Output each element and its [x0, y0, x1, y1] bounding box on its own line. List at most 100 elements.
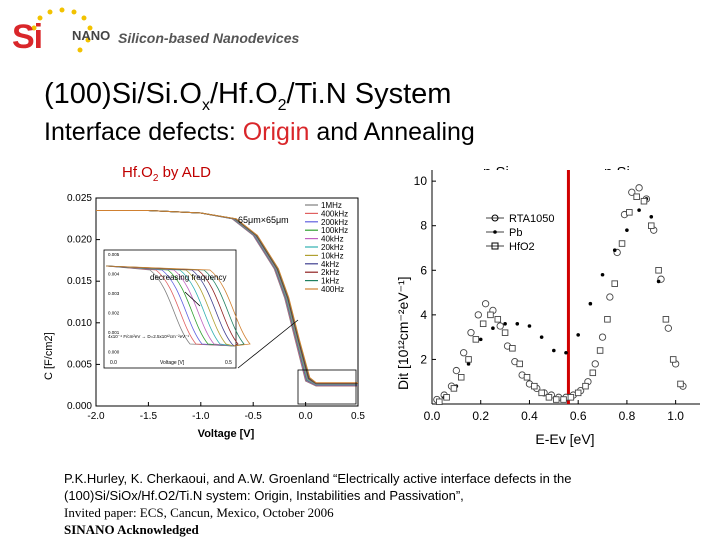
dit-point-Pb-8	[539, 335, 544, 339]
logo-brand-si: Si	[12, 18, 43, 56]
slide-subtitle: Interface defects: Origin and Annealing	[44, 118, 475, 146]
dit-point-Pb-16	[637, 208, 641, 212]
dit-point-RTA1050-23	[598, 333, 607, 341]
dit-x-tick-5: 1.0	[667, 409, 684, 423]
dit-y-tick-1: 4	[420, 308, 427, 322]
dit-point-HfO2-13	[531, 382, 538, 390]
cv-y-tick-3: 0.015	[67, 276, 92, 287]
cv-y-axis-label: C [F/cm2]	[43, 332, 55, 380]
dit-point-Pb-2	[466, 362, 471, 366]
dit-point-HfO2-2	[450, 385, 458, 392]
dit-point-Pb-4	[491, 326, 495, 331]
dit-point-HfO2-14	[538, 389, 545, 397]
cv-y-tick-1: 0.005	[67, 359, 92, 370]
dit-point-Pb-10	[564, 350, 568, 355]
inset-annotation: decreasing frequency	[150, 273, 227, 282]
inset-y-tick-2: 0.003	[108, 291, 120, 296]
dit-point-Pb-14	[612, 248, 617, 253]
dit-point-RTA1050-9	[496, 322, 504, 330]
dit-y-tick-2: 6	[420, 263, 427, 277]
dit-point-HfO2-8	[494, 316, 502, 323]
dit-x-tick-3: 0.6	[570, 409, 587, 423]
dit-x-tick-1: 0.2	[472, 409, 489, 423]
dit-point-HfO2-16	[553, 396, 560, 403]
cv-legend-10kHz: 10kHz	[321, 251, 344, 260]
dit-point-Pb-13	[600, 272, 605, 277]
cv-y-tick-2: 0.010	[67, 318, 92, 329]
dit-legend-Pb: Pb	[509, 227, 522, 239]
dit-point-RTA1050-32	[664, 324, 672, 332]
dit-point-RTA1050-22	[591, 360, 599, 368]
dit-point-HfO2-21	[589, 369, 597, 377]
dit-point-RTA1050-27	[628, 188, 636, 196]
cv-y-tick-5: 0.025	[67, 193, 92, 204]
logo-tagline: Silicon-based Nanodevices	[118, 30, 300, 46]
cv-curve-400Hz	[96, 210, 358, 384]
inset-x-tick-0: 0.0	[110, 360, 117, 366]
inset-x-axis-label: Voltage [V]	[160, 360, 185, 366]
dit-point-HfO2-11	[516, 360, 523, 368]
acknowledgement: SINANO Acknowledged	[64, 522, 199, 537]
dit-point-HfO2-6	[479, 320, 487, 328]
dit-plot-frame	[432, 170, 700, 404]
dit-point-HfO2-17	[560, 396, 567, 403]
dit-point-RTA1050-28	[635, 184, 643, 192]
dit-point-HfO2-24	[611, 280, 618, 287]
cv-legend-200kHz: 200kHz	[321, 218, 348, 227]
dit-y-tick-0: 2	[420, 352, 427, 366]
cv-legend-4kHz: 4kHz	[321, 260, 339, 269]
dit-point-Pb-18	[649, 215, 654, 219]
cv-y-tick-0: 0.000	[67, 401, 92, 412]
cv-device-size: 65μm×65μm	[238, 215, 289, 225]
dit-point-Pb-7	[527, 324, 532, 328]
dit-point-RTA1050-24	[606, 293, 614, 301]
dit-y-axis-label: Dit [10¹²cm⁻²eV⁻¹]	[395, 276, 411, 390]
inset-arrow-icon	[184, 291, 201, 307]
logo-stars-icon	[31, 7, 93, 53]
dit-y-tick-4: 10	[414, 174, 428, 188]
citation-line-3: Invited paper: ECS, Cancun, Mexico, Octo…	[64, 505, 334, 520]
cv-x-tick-0: -2.0	[87, 411, 105, 422]
cv-legend-400kHz: 400kHz	[321, 209, 348, 218]
cv-x-tick-5: 0.5	[351, 411, 365, 422]
dit-point-HfO2-7	[487, 311, 494, 319]
dit-point-HfO2-1	[443, 394, 450, 401]
logo-brand-nano: NANO	[72, 28, 111, 43]
inset-y-tick-4: 0.001	[108, 330, 120, 335]
dit-point-HfO2-4	[465, 356, 472, 363]
hfo2-ald-label: Hf.O2 by ALD	[122, 164, 211, 184]
inset-y-tick-5: 0.000	[108, 350, 120, 355]
dit-legend-HfO2: HfO2	[509, 241, 535, 253]
dit-x-axis-label: E-Ev [eV]	[535, 431, 594, 447]
logo: Si NANO Silicon-based Nanodevices	[0, 0, 300, 70]
cv-x-axis-label: Voltage [V]	[198, 428, 255, 440]
dit-point-Pb-11	[576, 333, 580, 337]
dit-point-HfO2-5	[472, 336, 480, 343]
dit-point-Pb-6	[515, 321, 520, 326]
inset-x-tick-1: 0.5	[225, 360, 232, 366]
dit-point-HfO2-0	[436, 398, 443, 406]
dit-point-RTA1050-4	[460, 349, 468, 357]
cv-inset: 0.005 0.004 0.003 0.002 0.001 0.000 0.0 0.5 V…	[103, 249, 251, 369]
inset-y-tick-0: 0.005	[108, 252, 120, 257]
cv-y-tick-4: 0.020	[67, 235, 92, 246]
dit-point-HfO2-29	[648, 222, 655, 229]
citation-line-2: (100)Si/SiOx/Hf.O2/Ti.N system: Origin, …	[64, 488, 464, 503]
dit-point-HfO2-20	[582, 382, 589, 390]
dit-point-HfO2-32	[669, 356, 677, 363]
dit-point-Pb-19	[656, 279, 661, 284]
cv-chart: 0.000 0.005 0.010 0.015 0.020 0.025 -2.0 -1.5 -…	[43, 193, 365, 440]
dit-point-HfO2-23	[604, 316, 611, 323]
dit-point-HfO2-30	[655, 267, 662, 274]
citation-line-1: P.K.Hurley, K. Cherkaoui, and A.W. Groen…	[64, 471, 572, 486]
dit-point-HfO2-12	[523, 374, 531, 381]
dit-x-tick-0: 0.0	[424, 409, 441, 423]
cv-x-tick-1: -1.5	[140, 411, 158, 422]
inset-pointer-line	[237, 319, 299, 369]
dit-point-HfO2-10	[509, 345, 516, 352]
dit-x-tick-2: 0.4	[521, 409, 538, 423]
dit-point-Pb-15	[625, 228, 629, 232]
dit-point-HfO2-26	[626, 209, 633, 216]
dit-point-HfO2-18	[567, 394, 575, 401]
